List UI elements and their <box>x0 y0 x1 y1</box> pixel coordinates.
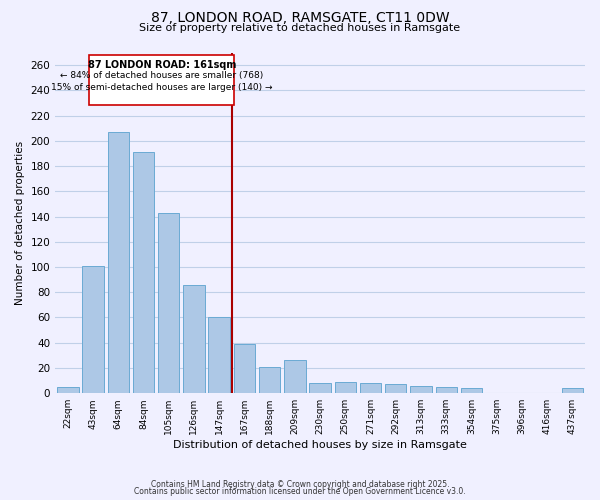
Bar <box>284 360 305 393</box>
Text: 15% of semi-detached houses are larger (140) →: 15% of semi-detached houses are larger (… <box>51 83 272 92</box>
Bar <box>208 318 230 393</box>
Bar <box>461 388 482 393</box>
Text: 87 LONDON ROAD: 161sqm: 87 LONDON ROAD: 161sqm <box>88 60 236 70</box>
Bar <box>385 384 406 393</box>
Bar <box>183 284 205 393</box>
Bar <box>410 386 432 393</box>
Y-axis label: Number of detached properties: Number of detached properties <box>15 141 25 305</box>
Text: ← 84% of detached houses are smaller (768): ← 84% of detached houses are smaller (76… <box>60 72 263 80</box>
Bar <box>360 383 381 393</box>
Bar <box>233 344 255 393</box>
Text: Contains public sector information licensed under the Open Government Licence v3: Contains public sector information licen… <box>134 488 466 496</box>
Bar <box>57 387 79 393</box>
Bar <box>562 388 583 393</box>
Bar <box>107 132 129 393</box>
Bar <box>133 152 154 393</box>
Bar <box>436 387 457 393</box>
Bar <box>158 213 179 393</box>
Text: Contains HM Land Registry data © Crown copyright and database right 2025.: Contains HM Land Registry data © Crown c… <box>151 480 449 489</box>
Text: Size of property relative to detached houses in Ramsgate: Size of property relative to detached ho… <box>139 23 461 33</box>
Bar <box>89 55 235 106</box>
X-axis label: Distribution of detached houses by size in Ramsgate: Distribution of detached houses by size … <box>173 440 467 450</box>
Bar <box>335 382 356 393</box>
Bar <box>82 266 104 393</box>
Bar <box>259 366 280 393</box>
Text: 87, LONDON ROAD, RAMSGATE, CT11 0DW: 87, LONDON ROAD, RAMSGATE, CT11 0DW <box>151 11 449 25</box>
Bar <box>310 383 331 393</box>
